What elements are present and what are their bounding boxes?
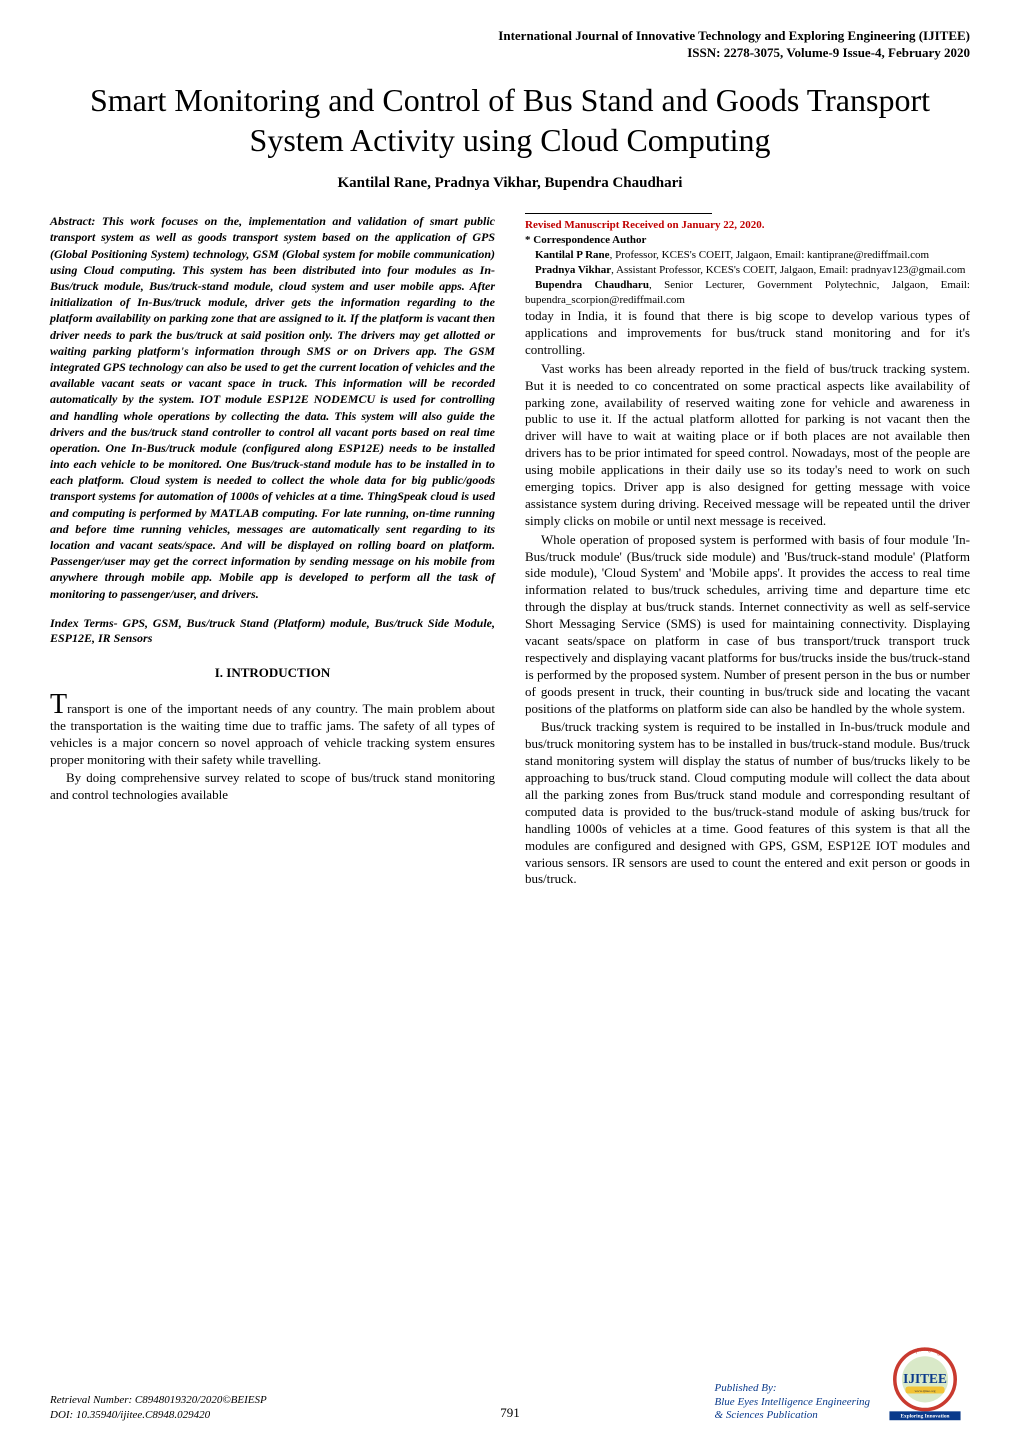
logo-url: www.ijitee.org (915, 1389, 936, 1393)
author-1-rest: , Professor, KCES's COEIT, Jalgaon, Emai… (610, 249, 930, 261)
author-2-name: Pradnya Vikhar (535, 264, 611, 276)
author-2: Pradnya Vikhar, Assistant Professor, KCE… (525, 263, 970, 277)
abstract-label: Abstract: (50, 214, 95, 228)
publisher-line1: Blue Eyes Intelligence Engineering (715, 1396, 870, 1409)
footer-right: Published By: Blue Eyes Intelligence Eng… (715, 1342, 970, 1422)
author-1-name: Kantilal P Rane (535, 249, 610, 261)
intro-p4: Vast works has been already reported in … (525, 361, 970, 530)
intro-p6: Bus/truck tracking system is required to… (525, 719, 970, 888)
abstract-block: Abstract: This work focuses on the, impl… (50, 213, 495, 602)
intro-p1: Transport is one of the important needs … (50, 692, 495, 769)
intro-p1-rest: ransport is one of the important needs o… (50, 701, 495, 767)
svg-text:Exploring Eng: Exploring Eng (908, 1347, 942, 1357)
correspondence-author-label: * Correspondence Author (525, 233, 970, 247)
page-number: 791 (500, 1405, 520, 1422)
logo-acronym: IJITEE (903, 1371, 947, 1386)
manuscript-rule (525, 213, 712, 214)
author-1: Kantilal P Rane, Professor, KCES's COEIT… (525, 248, 970, 262)
published-by-label: Published By: (715, 1382, 870, 1395)
paper-title: Smart Monitoring and Control of Bus Stan… (50, 80, 970, 160)
dropcap: T (50, 689, 67, 720)
paper-authors: Kantilal Rane, Pradnya Vikhar, Bupendra … (50, 174, 970, 194)
publisher-block: Published By: Blue Eyes Intelligence Eng… (715, 1382, 870, 1422)
abstract-text: This work focuses on the, implementation… (50, 214, 495, 600)
author-3-name: Bupendra Chaudharu (535, 279, 649, 291)
index-terms-label: Index Terms- (50, 616, 118, 630)
journal-header: International Journal of Innovative Tech… (50, 28, 970, 62)
manuscript-received: Revised Manuscript Received on January 2… (525, 218, 970, 232)
author-2-rest: , Assistant Professor, KCES's COEIT, Jal… (611, 264, 965, 276)
author-3: Bupendra Chaudharu, Senior Lecturer, Gov… (525, 278, 970, 307)
body-columns: Abstract: This work focuses on the, impl… (50, 213, 970, 888)
journal-issn: ISSN: 2278-3075, Volume-9 Issue-4, Febru… (50, 45, 970, 62)
logo-top-arc: Exploring Eng (908, 1347, 942, 1357)
manuscript-info: Revised Manuscript Received on January 2… (525, 213, 970, 307)
publisher-line2: & Sciences Publication (715, 1409, 870, 1422)
ijitee-logo-icon: Exploring Eng IJITEE www.ijitee.org Expl… (880, 1342, 970, 1422)
logo-bottom-text: Exploring Innovation (900, 1414, 949, 1420)
intro-p3: today in India, it is found that there i… (525, 308, 970, 359)
page-footer: Retrieval Number: C8948019320/2020©BEIES… (50, 1342, 970, 1422)
footer-left: Retrieval Number: C8948019320/2020©BEIES… (50, 1393, 267, 1422)
index-terms-block: Index Terms- GPS, GSM, Bus/truck Stand (… (50, 616, 495, 647)
doi: DOI: 10.35940/ijitee.C8948.029420 (50, 1408, 267, 1422)
intro-p5: Whole operation of proposed system is pe… (525, 532, 970, 718)
intro-p2: By doing comprehensive survey related to… (50, 770, 495, 804)
journal-name: International Journal of Innovative Tech… (50, 28, 970, 45)
index-terms-text: GPS, GSM, Bus/truck Stand (Platform) mod… (50, 616, 495, 646)
retrieval-number: Retrieval Number: C8948019320/2020©BEIES… (50, 1393, 267, 1407)
section-heading-intro: I. INTRODUCTION (50, 665, 495, 682)
